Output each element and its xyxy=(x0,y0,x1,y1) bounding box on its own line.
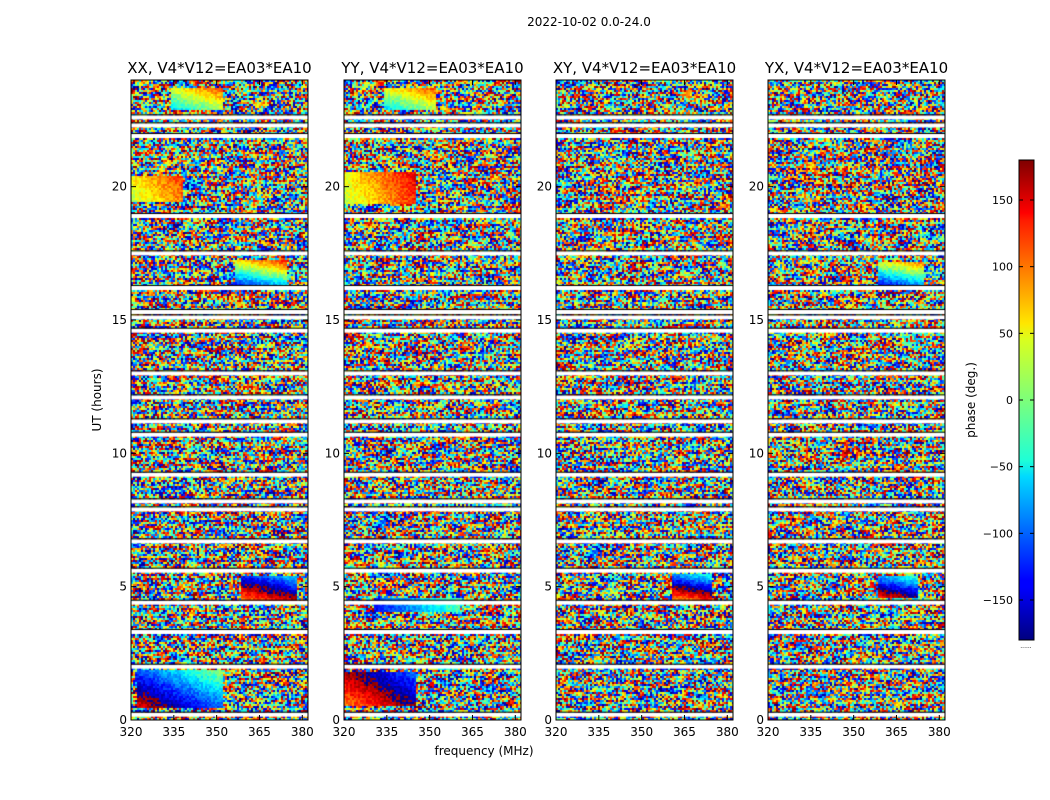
colorbar-footer: ...... xyxy=(1020,643,1032,650)
y-axis-label: UT (hours) xyxy=(90,368,104,431)
x-tick-label: 380 xyxy=(291,725,314,739)
y-tick-label: 15 xyxy=(325,313,340,327)
x-tick-label: 365 xyxy=(461,725,484,739)
y-tick-label: 10 xyxy=(112,446,127,460)
plot-frame xyxy=(130,79,309,721)
x-tick-label: 350 xyxy=(842,725,865,739)
panel-yy: YY, V4*V12=EA03*EA10 320 335 350 365 380 0 5 10 1… xyxy=(325,59,527,739)
y-tick-label: 5 xyxy=(119,580,127,594)
colorbar-tick-label: −100 xyxy=(983,527,1013,540)
x-tick-label: 335 xyxy=(587,725,610,739)
panel-xy: XY, V4*V12=EA03*EA10 320 335 350 365 380 0 5 10 1… xyxy=(537,59,739,739)
x-tick-label: 365 xyxy=(673,725,696,739)
figure-suptitle: 2022-10-02 0.0-24.0 xyxy=(527,15,651,29)
y-tick-label: 20 xyxy=(112,180,127,194)
colorbar-tick-label: −50 xyxy=(990,461,1013,474)
colorbar-ticks: 150 100 50 0 −50 −100 −150 xyxy=(983,194,1034,607)
panel-title: XX, V4*V12=EA03*EA10 xyxy=(127,59,311,77)
heatmap-image xyxy=(344,80,521,720)
y-tick-label: 0 xyxy=(544,713,552,727)
y-tick-label: 10 xyxy=(537,446,552,460)
x-tick-label: 350 xyxy=(418,725,441,739)
colorbar-tick-label: 100 xyxy=(992,261,1013,274)
x-tick-label: 380 xyxy=(504,725,527,739)
heatmap-canvas xyxy=(344,80,521,720)
y-tick-label: 20 xyxy=(749,180,764,194)
colorbar-tick-label: 150 xyxy=(992,194,1013,207)
heatmap-image xyxy=(556,80,733,720)
plot-frame xyxy=(767,79,946,721)
panel-yx: YX, V4*V12=EA03*EA10 320 335 350 365 380 0 5 10 1… xyxy=(749,59,951,739)
y-tick-label: 20 xyxy=(325,180,340,194)
y-tick-label: 20 xyxy=(537,180,552,194)
x-tick-label: 365 xyxy=(885,725,908,739)
x-tick-label: 335 xyxy=(799,725,822,739)
x-tick-label: 335 xyxy=(162,725,185,739)
x-tick-label: 380 xyxy=(928,725,951,739)
y-tick-label: 10 xyxy=(749,446,764,460)
colorbar-tick-label: 50 xyxy=(999,327,1013,340)
y-tick-label: 5 xyxy=(756,580,764,594)
y-tick-label: 0 xyxy=(332,713,340,727)
heatmap-canvas xyxy=(131,80,308,720)
y-tick-label: 5 xyxy=(332,580,340,594)
colorbar-tick-label: −150 xyxy=(983,594,1013,607)
x-tick-label: 320 xyxy=(333,725,356,739)
heatmap-canvas xyxy=(556,80,733,720)
y-tick-label: 15 xyxy=(749,313,764,327)
x-tick-label: 350 xyxy=(630,725,653,739)
y-tick-label: 0 xyxy=(119,713,127,727)
heatmap-canvas xyxy=(768,80,945,720)
x-tick-label: 365 xyxy=(248,725,271,739)
heatmap-image xyxy=(768,80,945,720)
x-tick-label: 320 xyxy=(757,725,780,739)
x-tick-label: 380 xyxy=(716,725,739,739)
colorbar: 150 100 50 0 −50 −100 −150 phase (deg.) ...... xyxy=(964,159,1035,650)
y-tick-label: 15 xyxy=(112,313,127,327)
panel-title: XY, V4*V12=EA03*EA10 xyxy=(553,59,736,77)
y-tick-label: 5 xyxy=(544,580,552,594)
x-tick-label: 335 xyxy=(375,725,398,739)
panel-title: YY, V4*V12=EA03*EA10 xyxy=(340,59,523,77)
plot-frame xyxy=(343,79,522,721)
y-tick-label: 10 xyxy=(325,446,340,460)
panels: XX, V4*V12=EA03*EA10 320 335 350 365 380 0 5 10 1… xyxy=(112,59,951,739)
colorbar-tick-label: 0 xyxy=(1006,394,1013,407)
plot-frame xyxy=(555,79,734,721)
panel-xx: XX, V4*V12=EA03*EA10 320 335 350 365 380 0 5 10 1… xyxy=(112,59,314,739)
x-axis-label: frequency (MHz) xyxy=(434,744,533,758)
colorbar-label: phase (deg.) xyxy=(964,362,978,438)
x-tick-label: 320 xyxy=(120,725,143,739)
y-tick-label: 15 xyxy=(537,313,552,327)
y-tick-label: 0 xyxy=(756,713,764,727)
panel-title: YX, V4*V12=EA03*EA10 xyxy=(764,59,948,77)
x-tick-label: 320 xyxy=(545,725,568,739)
heatmap-image xyxy=(131,80,308,720)
x-tick-label: 350 xyxy=(205,725,228,739)
